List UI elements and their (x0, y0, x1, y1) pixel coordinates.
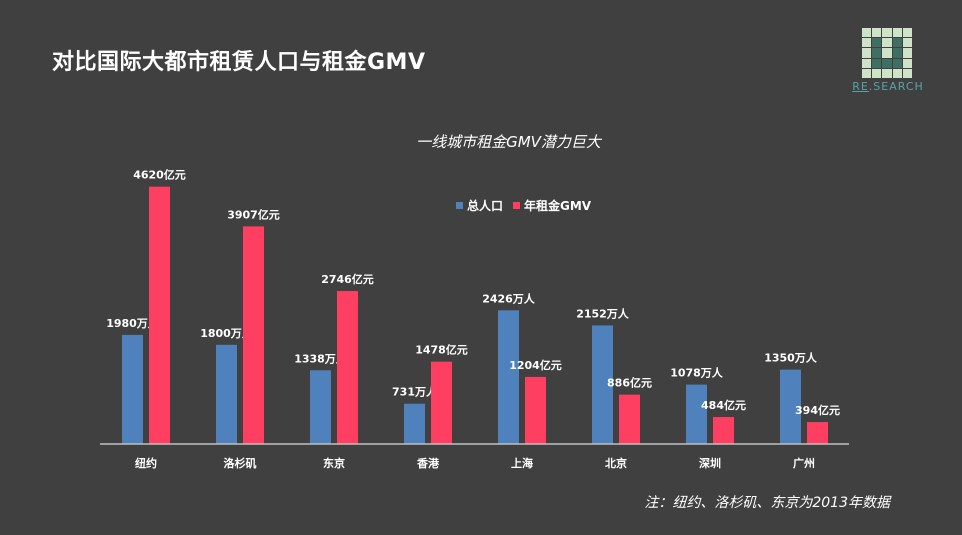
gmv-data-label: 484亿元 (701, 398, 746, 412)
gmv-bar (149, 186, 170, 444)
population-data-label: 731万人 (392, 385, 438, 399)
gmv-bar (619, 394, 640, 444)
x-tick-label: 东京 (323, 456, 345, 470)
legend-item-gmv: 年租金GMV (513, 197, 591, 214)
x-tick-label: 洛杉矶 (224, 456, 257, 470)
population-data-label: 2426万人 (482, 291, 536, 305)
legend-label-gmv: 年租金GMV (524, 199, 592, 213)
gmv-data-label: 394亿元 (795, 403, 840, 417)
gmv-bar (243, 226, 264, 444)
population-bar (310, 370, 331, 444)
gmv-data-label: 3907亿元 (227, 207, 280, 221)
gmv-data-label: 2746亿元 (321, 272, 374, 286)
gmv-bar (431, 361, 452, 444)
legend-item-population: 总人口 (456, 197, 503, 214)
population-bar (216, 344, 237, 444)
gmv-bar (337, 291, 358, 444)
x-tick-label: 北京 (605, 456, 627, 470)
population-bar (122, 334, 143, 444)
logo-text: RE.SEARCH (852, 80, 924, 93)
page-title: 对比国际大都市租赁人口与租金GMV (52, 50, 426, 75)
gmv-bar (807, 422, 828, 444)
population-data-label: 2152万人 (576, 306, 630, 320)
chart-legend: 总人口 年租金GMV (456, 197, 591, 214)
x-tick-label: 纽约 (135, 456, 157, 470)
legend-swatch-population (456, 202, 463, 209)
population-bar (780, 369, 801, 444)
gmv-data-label: 1478亿元 (415, 343, 468, 357)
population-bar (404, 403, 425, 444)
x-tick-label: 香港 (416, 456, 440, 470)
x-tick-label: 上海 (511, 456, 533, 470)
population-data-label: 1338万人 (294, 351, 348, 365)
gmv-data-label: 886亿元 (607, 376, 652, 390)
legend-label-population: 总人口 (467, 199, 504, 213)
research-logo: RE.SEARCH (840, 28, 936, 98)
logo-grid-icon (862, 28, 912, 78)
gmv-data-label: 1204亿元 (509, 358, 562, 372)
population-data-label: 1350万人 (764, 351, 818, 365)
x-tick-label: 深圳 (699, 456, 721, 470)
legend-swatch-gmv (513, 202, 521, 209)
population-data-label: 1980万人 (106, 316, 160, 330)
gmv-bar (713, 417, 734, 444)
population-bar (498, 310, 519, 444)
gmv-bar (525, 376, 546, 444)
population-bar (592, 325, 613, 444)
population-data-label: 1078万人 (670, 366, 724, 380)
footnote: 注：纽约、洛杉矶、东京为2013年数据 (644, 495, 890, 511)
x-tick-label: 广州 (793, 456, 815, 470)
gmv-data-label: 4620亿元 (133, 168, 186, 182)
population-data-label: 1800万人 (200, 326, 254, 340)
chart-title: 一线城市租金GMV潜力巨大 (416, 133, 601, 151)
population-bar (686, 384, 707, 444)
